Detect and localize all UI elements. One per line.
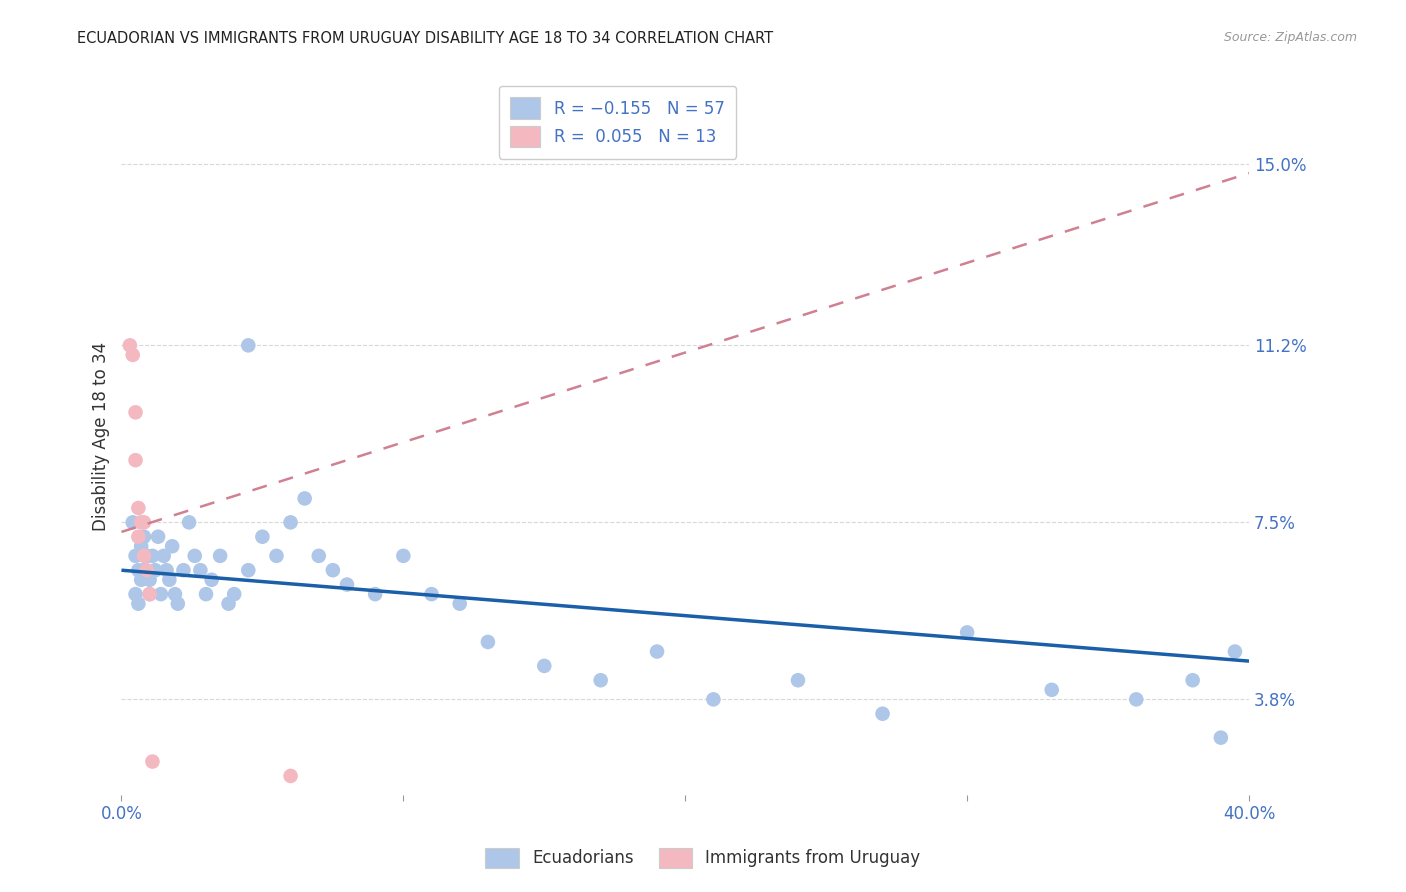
- Point: [127, 530, 149, 544]
- Point: [124, 405, 146, 419]
- Point: [224, 587, 246, 601]
- Point: [132, 549, 155, 563]
- Point: [135, 549, 157, 563]
- Point: [533, 659, 555, 673]
- Point: [252, 530, 274, 544]
- Point: [141, 755, 163, 769]
- Point: [157, 573, 180, 587]
- Point: [132, 563, 155, 577]
- Point: [420, 587, 443, 601]
- Point: [132, 516, 155, 530]
- Point: [195, 587, 218, 601]
- Point: [152, 549, 174, 563]
- Point: [155, 563, 177, 577]
- Point: [589, 673, 612, 688]
- Point: [1223, 644, 1246, 658]
- Point: [129, 573, 152, 587]
- Point: [266, 549, 288, 563]
- Point: [1181, 673, 1204, 688]
- Point: [209, 549, 232, 563]
- Point: [135, 563, 157, 577]
- Point: [201, 573, 224, 587]
- Point: [787, 673, 810, 688]
- Point: [127, 501, 149, 516]
- Text: Source: ZipAtlas.com: Source: ZipAtlas.com: [1223, 31, 1357, 45]
- Text: ECUADORIAN VS IMMIGRANTS FROM URUGUAY DISABILITY AGE 18 TO 34 CORRELATION CHART: ECUADORIAN VS IMMIGRANTS FROM URUGUAY DI…: [77, 31, 773, 46]
- Point: [141, 549, 163, 563]
- Point: [218, 597, 240, 611]
- Point: [124, 453, 146, 467]
- Point: [238, 563, 260, 577]
- Point: [280, 516, 302, 530]
- Point: [129, 539, 152, 553]
- Point: [392, 549, 415, 563]
- Point: [163, 587, 186, 601]
- Point: [1209, 731, 1232, 745]
- Point: [124, 549, 146, 563]
- Point: [177, 516, 200, 530]
- Point: [143, 563, 166, 577]
- Point: [238, 338, 260, 352]
- Legend: Ecuadorians, Immigrants from Uruguay: Ecuadorians, Immigrants from Uruguay: [479, 841, 927, 875]
- Point: [322, 563, 344, 577]
- Point: [190, 563, 212, 577]
- Legend: R = −0.155   N = 57, R =  0.055   N = 13: R = −0.155 N = 57, R = 0.055 N = 13: [499, 86, 737, 159]
- Point: [121, 348, 143, 362]
- Point: [308, 549, 330, 563]
- Point: [294, 491, 316, 506]
- Point: [124, 587, 146, 601]
- Y-axis label: Disability Age 18 to 34: Disability Age 18 to 34: [93, 342, 110, 531]
- Point: [1125, 692, 1147, 706]
- Point: [364, 587, 387, 601]
- Point: [702, 692, 724, 706]
- Point: [160, 539, 183, 553]
- Point: [280, 769, 302, 783]
- Point: [129, 516, 152, 530]
- Point: [172, 563, 194, 577]
- Point: [336, 577, 359, 591]
- Point: [149, 587, 172, 601]
- Point: [138, 573, 160, 587]
- Point: [1040, 682, 1063, 697]
- Point: [118, 338, 141, 352]
- Point: [127, 597, 149, 611]
- Point: [138, 587, 160, 601]
- Point: [449, 597, 471, 611]
- Point: [645, 644, 668, 658]
- Point: [477, 635, 499, 649]
- Point: [121, 516, 143, 530]
- Point: [956, 625, 979, 640]
- Point: [184, 549, 207, 563]
- Point: [127, 563, 149, 577]
- Point: [146, 530, 169, 544]
- Point: [872, 706, 894, 721]
- Point: [166, 597, 188, 611]
- Point: [132, 530, 155, 544]
- Point: [138, 587, 160, 601]
